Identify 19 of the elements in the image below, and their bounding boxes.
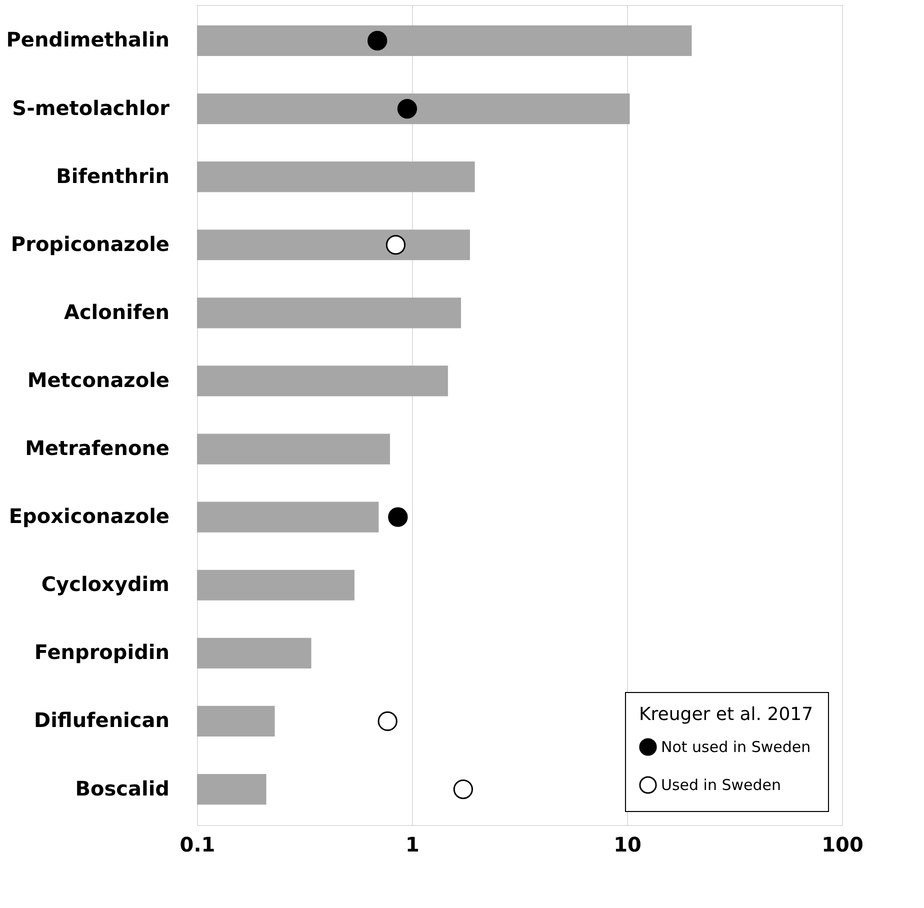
y-tick-label: Fenpropidin bbox=[34, 640, 170, 664]
y-tick-label: Metconazole bbox=[27, 368, 170, 392]
legend-title: Kreuger et al. 2017 bbox=[639, 704, 814, 725]
y-tick-label: Bifenthrin bbox=[56, 164, 170, 188]
y-tick-label: Pendimethalin bbox=[6, 28, 170, 52]
x-tick-label: 100 bbox=[822, 832, 864, 856]
y-tick-label: Cycloxydim bbox=[41, 572, 170, 596]
legend-label: Not used in Sweden bbox=[661, 738, 811, 756]
y-tick-label: Propiconazole bbox=[10, 232, 170, 256]
y-tick-label: Diflufenican bbox=[34, 708, 170, 732]
x-tick-label: 1 bbox=[406, 832, 420, 856]
y-tick-label: Boscalid bbox=[75, 776, 170, 800]
y-tick-label: S-metolachlor bbox=[12, 96, 170, 120]
x-tick-label: 0.1 bbox=[180, 832, 216, 856]
y-tick-label: Epoxiconazole bbox=[8, 504, 170, 528]
legend-label: Used in Sweden bbox=[661, 776, 782, 794]
y-tick-label: Aclonifen bbox=[64, 300, 170, 324]
x-tick-label: 10 bbox=[614, 832, 642, 856]
y-tick-label: Metrafenone bbox=[25, 436, 170, 460]
